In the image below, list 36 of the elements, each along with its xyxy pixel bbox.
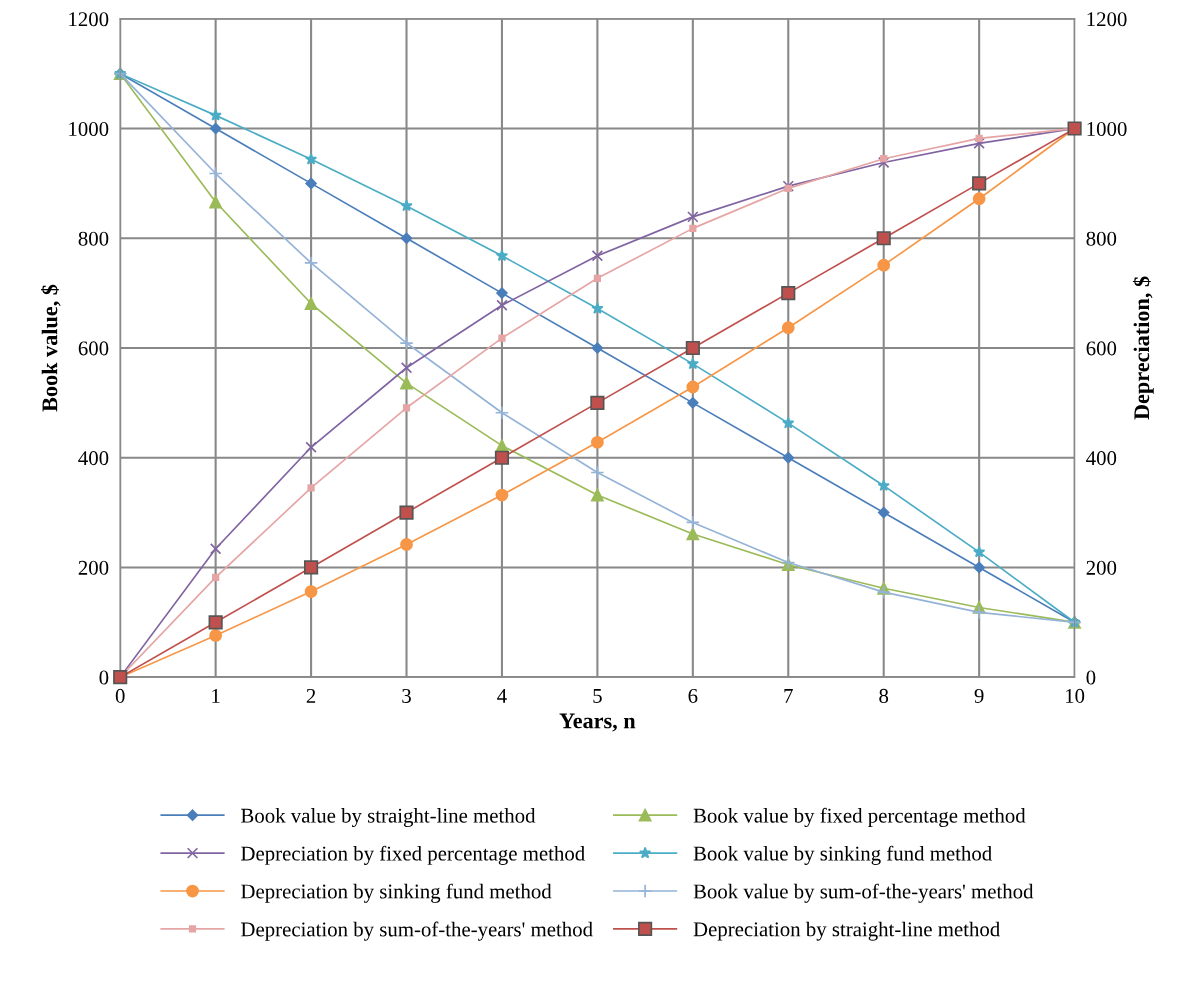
legend-label: Book value by sinking fund method [693, 845, 992, 865]
y2-tick-label: 1200 [1087, 12, 1127, 27]
x-tick-label: 1 [212, 688, 220, 703]
legend-label: Book value by sum-of-the-years' method [693, 883, 1034, 903]
legend-label: Depreciation by sum-of-the-years' method [241, 921, 593, 941]
y-tick-label: 400 [78, 451, 109, 466]
y-axis-title: Book value, $ [41, 284, 61, 412]
y-tick-label: 800 [78, 231, 109, 246]
y-tick-label: 600 [78, 341, 109, 356]
legend-label: Depreciation by straight-line method [693, 921, 1000, 941]
y2-tick-label: 800 [1086, 231, 1117, 246]
legend-label: Book value by straight-line method [241, 808, 536, 827]
y-tick-label: 1000 [69, 121, 109, 136]
y2-axis-title: Depreciation, $ [1132, 276, 1154, 420]
y-tick-label: 0 [99, 670, 109, 685]
y2-tick-label: 600 [1086, 341, 1117, 356]
x-tick-label: 5 [593, 689, 602, 703]
x-tick-label: 2 [306, 688, 316, 703]
x-axis-title: Years, n [559, 713, 636, 732]
legend-label: Book value by fixed percentage method [693, 807, 1026, 827]
y2-tick-label: 400 [1086, 451, 1117, 466]
x-tick-label: 7 [784, 689, 793, 703]
x-tick-label: 0 [115, 688, 125, 703]
y-tick-label: 200 [78, 560, 109, 575]
y2-tick-label: 0 [1086, 670, 1096, 685]
y2-tick-label: 1000 [1087, 121, 1127, 136]
x-tick-label: 4 [497, 689, 507, 703]
x-tick-label: 9 [974, 688, 984, 703]
y2-tick-label: 200 [1086, 560, 1117, 575]
y-tick-label: 1200 [69, 12, 109, 27]
x-tick-label: 8 [879, 688, 889, 703]
x-tick-label: 10 [1066, 688, 1085, 703]
legend-label: Depreciation by fixed percentage method [241, 845, 585, 865]
legend-label: Depreciation by sinking fund method [241, 883, 552, 903]
x-tick-label: 3 [402, 688, 411, 703]
x-tick-label: 6 [688, 688, 698, 703]
